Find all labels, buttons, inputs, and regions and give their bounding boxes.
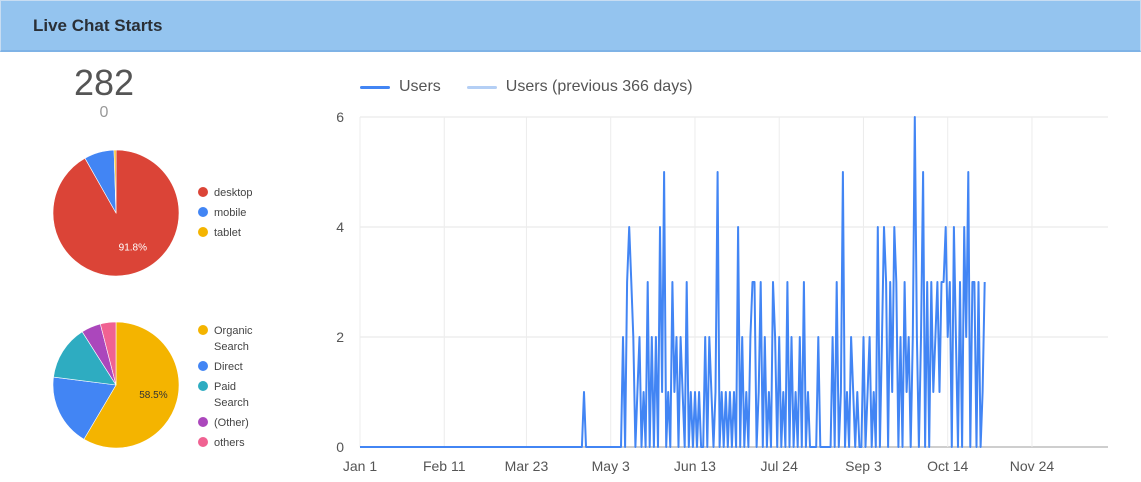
scorecard-comparison: 0: [99, 104, 109, 121]
legend-label: tablet: [214, 227, 241, 239]
legend-item[interactable]: Paid Search: [198, 379, 253, 411]
legend-item[interactable]: others: [198, 435, 253, 451]
dashboard-header: Live Chat Starts: [0, 0, 1141, 52]
channel-pie-chart[interactable]: 58.5%: [52, 321, 180, 449]
pie-data-label: 58.5%: [139, 390, 167, 401]
y-tick-label: 2: [336, 329, 344, 345]
legend-label: Paid Search: [214, 381, 249, 409]
pie-slice-direct[interactable]: [52, 376, 117, 440]
legend-swatch: [198, 437, 208, 447]
legend-item[interactable]: tablet: [198, 225, 253, 241]
x-tick-label: Jan 1: [343, 458, 377, 474]
legend-label: Direct: [214, 361, 243, 373]
legend-label: Users: [399, 78, 441, 95]
legend-line-swatch: [360, 85, 390, 89]
line-legend-item[interactable]: Users: [360, 78, 441, 96]
legend-swatch: [198, 417, 208, 427]
legend-item[interactable]: Direct: [198, 359, 253, 375]
series-users-line[interactable]: [360, 116, 986, 448]
pie-slice-paid-search[interactable]: [53, 331, 117, 386]
x-tick-label: Sep 3: [845, 458, 882, 474]
legend-label: Organic Search: [214, 325, 253, 353]
x-tick-label: Feb 11: [423, 458, 466, 474]
line-chart-legend: Users Users (previous 366 days): [360, 78, 719, 96]
y-tick-label: 4: [336, 219, 344, 235]
pie-slice-tablet[interactable]: [113, 149, 117, 214]
y-tick-label: 6: [336, 109, 344, 125]
x-tick-label: Jul 24: [761, 458, 799, 474]
legend-label: desktop: [214, 187, 253, 199]
line-legend-item[interactable]: Users (previous 366 days): [466, 78, 693, 96]
pie-slice-others[interactable]: [99, 321, 117, 386]
device-pie-chart[interactable]: 91.8%: [52, 149, 180, 277]
users-line-chart[interactable]: 0 2 4 6 Jan 1 Feb 11 Mar 23 May 3 Jun 13 Jul 24 Se…: [330, 104, 1120, 480]
legend-swatch: [198, 187, 208, 197]
x-tick-label: Oct 14: [927, 458, 968, 474]
legend-swatch: [198, 207, 208, 217]
x-tick-label: May 3: [592, 458, 630, 474]
legend-label: (Other): [214, 417, 249, 429]
pie-data-label: 91.8%: [119, 243, 147, 254]
legend-swatch: [198, 227, 208, 237]
legend-label: others: [214, 437, 245, 449]
legend-line-swatch: [466, 85, 497, 89]
scorecard-value: 282: [73, 62, 135, 103]
legend-swatch: [198, 361, 208, 371]
device-pie-legend: desktop mobile tablet: [198, 185, 253, 245]
legend-item[interactable]: mobile: [198, 205, 253, 221]
page-title: Live Chat Starts: [33, 16, 163, 35]
channel-pie-legend: Organic Search Direct Paid Search (Other) othe…: [198, 323, 253, 455]
legend-swatch: [198, 381, 208, 391]
legend-item[interactable]: Organic Search: [198, 323, 253, 355]
x-tick-label: Mar 23: [505, 458, 549, 474]
scorecard: 282 0: [40, 62, 168, 122]
x-tick-label: Nov 24: [1010, 458, 1055, 474]
legend-swatch: [198, 325, 208, 335]
legend-label: mobile: [214, 207, 247, 219]
pie-slice-organic-search[interactable]: [83, 321, 180, 449]
legend-item[interactable]: (Other): [198, 415, 253, 431]
x-tick-label: Jun 13: [674, 458, 716, 474]
legend-label: Users (previous 366 days): [505, 78, 693, 95]
legend-item[interactable]: desktop: [198, 185, 253, 201]
y-tick-label: 0: [336, 439, 344, 455]
